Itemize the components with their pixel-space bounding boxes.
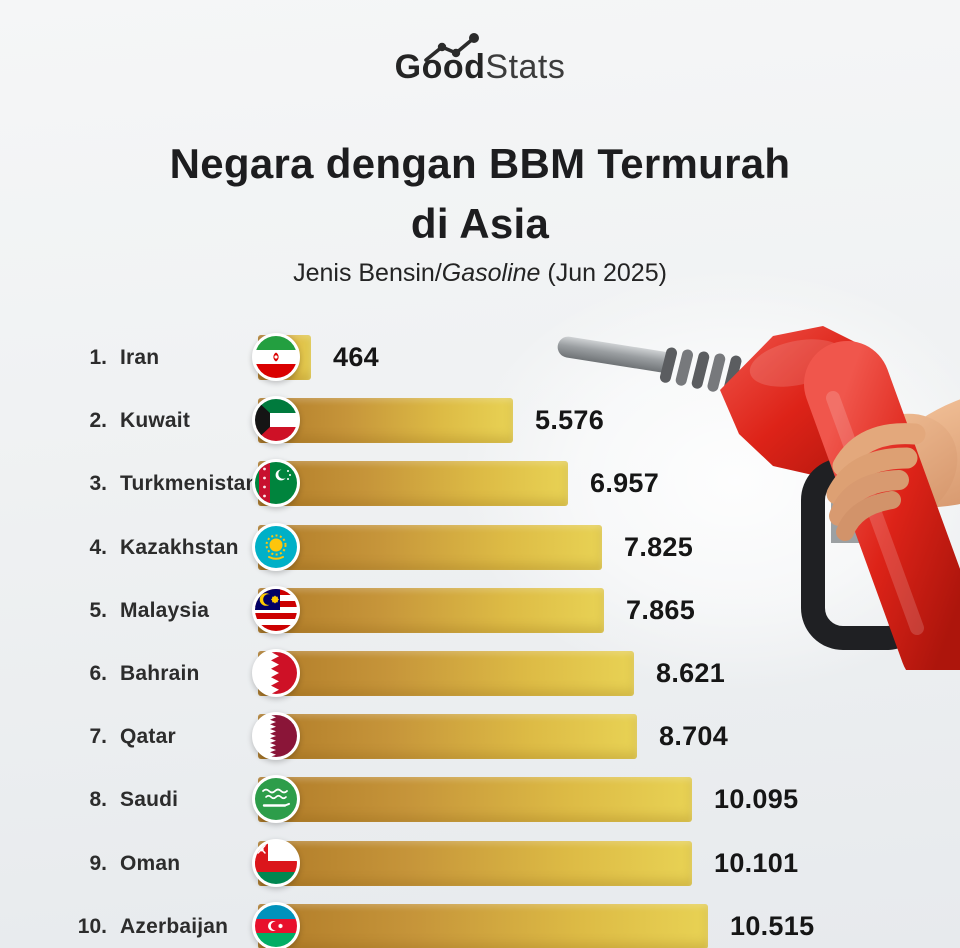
flag-malaysia-icon (252, 585, 300, 634)
flag-turkmenistan-icon (252, 459, 300, 508)
table-row: 2. Kuwait 5.576 (0, 389, 960, 452)
goodstats-logo: GoodStats (0, 33, 960, 87)
logo-line-chart-icon (423, 32, 481, 73)
rank-label: 9. (89, 851, 107, 875)
value-label: 7.825 (624, 531, 694, 562)
flag-qatar-icon (252, 712, 300, 761)
gold-bar (258, 650, 634, 696)
country-label: Azerbaijan (120, 914, 229, 938)
rank-label: 7. (89, 725, 107, 749)
table-row: 7. Qatar 8.704 (0, 705, 960, 768)
rank-label: 2. (89, 409, 107, 433)
table-row: 8. Saudi 10.095 (0, 768, 960, 831)
bar-chart: 1. Iran 464 2. Kuwait 5.57 (0, 326, 960, 948)
gold-bar (258, 524, 602, 570)
page-subtitle: Jenis Bensin/Gasoline (Jun 2025) (293, 259, 667, 287)
value-label: 6.957 (590, 468, 660, 499)
table-row: 4. Kazakhstan 7.825 (0, 516, 960, 579)
country-label: Saudi (120, 788, 179, 812)
rank-label: 4. (89, 535, 107, 559)
title-line2: di Asia (410, 200, 550, 247)
country-label: Bahrain (120, 661, 200, 685)
country-label: Malaysia (120, 598, 210, 622)
page-title: Negara dengan BBM Termurah di Asia (0, 134, 960, 254)
table-row: 9. Oman 10.101 (0, 832, 960, 895)
table-row: 5. Malaysia 7.865 (0, 579, 960, 642)
value-label: 8.621 (656, 657, 726, 688)
flag-azerbaijan-icon (252, 901, 300, 948)
gold-bar (258, 840, 692, 886)
table-row: 3. Turkmenistan 6.957 (0, 452, 960, 515)
flag-oman-icon (252, 838, 300, 887)
logo-text-light: Stats (485, 48, 566, 86)
country-label: Kuwait (120, 409, 191, 433)
gold-bar (258, 461, 568, 507)
value-label: 10.515 (730, 910, 815, 941)
country-label: Kazakhstan (120, 535, 239, 559)
country-label: Qatar (120, 725, 176, 749)
rank-label: 3. (89, 472, 107, 496)
gold-bar (258, 903, 708, 948)
gold-bar (258, 587, 604, 633)
value-label: 464 (333, 342, 379, 372)
flag-kazakhstan-icon (252, 522, 300, 571)
table-row: 6. Bahrain 8.621 (0, 642, 960, 705)
value-label: 10.095 (714, 784, 799, 815)
gold-bar (258, 714, 637, 760)
value-label: 5.576 (535, 405, 605, 436)
value-label: 8.704 (659, 721, 729, 752)
country-label: Turkmenistan (120, 472, 259, 496)
rank-label: 6. (89, 661, 107, 685)
value-label: 7.865 (626, 594, 696, 625)
flag-iran-icon (252, 333, 300, 381)
table-row: 1. Iran 464 (0, 326, 960, 389)
flag-kuwait-icon (252, 396, 300, 445)
flag-bahrain-icon (252, 648, 300, 697)
rank-label: 8. (89, 788, 107, 812)
value-label: 10.101 (714, 847, 799, 878)
title-line1: Negara dengan BBM Termurah (169, 140, 791, 187)
table-row: 10. Azerbaijan 10.515 (0, 895, 960, 948)
rank-label: 10. (77, 914, 107, 938)
country-label: Oman (120, 851, 181, 875)
rank-label: 5. (89, 598, 107, 622)
logo-text-bold: Good (394, 48, 486, 86)
gold-bar (258, 777, 692, 823)
rank-label: 1. (89, 346, 107, 369)
flag-saudi-arabia-icon (252, 775, 300, 824)
country-label: Iran (120, 346, 160, 369)
